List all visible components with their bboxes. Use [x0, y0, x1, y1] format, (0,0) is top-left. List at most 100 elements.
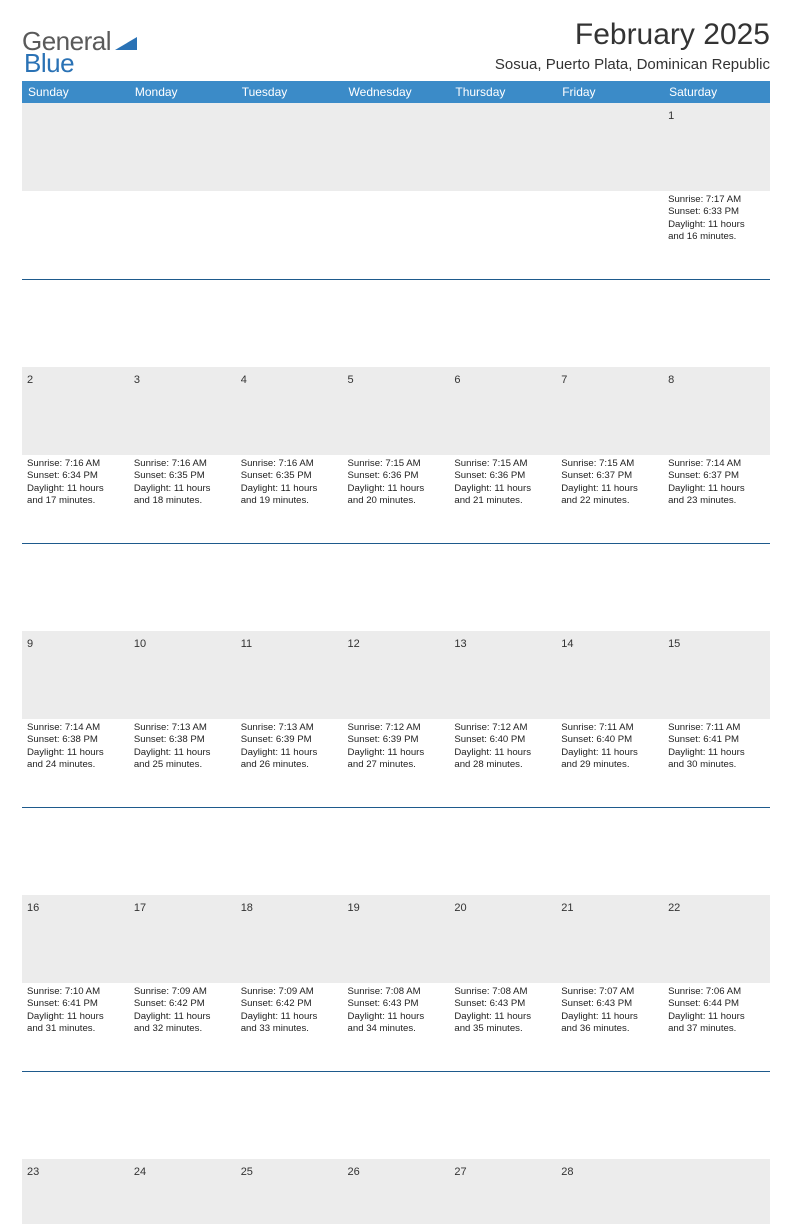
logo-triangle-icon — [115, 34, 137, 55]
daylight-line1: Daylight: 11 hours — [348, 1011, 445, 1023]
day-cell — [129, 191, 236, 279]
daylight-line2: and 27 minutes. — [348, 759, 445, 771]
day-number: 1 — [668, 110, 674, 122]
sunrise-line: Sunrise: 7:09 AM — [134, 986, 231, 998]
sunrise-line: Sunrise: 7:07 AM — [561, 986, 658, 998]
day-number: 14 — [561, 638, 573, 650]
day-cell — [22, 191, 129, 279]
sunrise-line: Sunrise: 7:06 AM — [668, 986, 765, 998]
sunset-line: Sunset: 6:35 PM — [241, 470, 338, 482]
sunset-line: Sunset: 6:36 PM — [348, 470, 445, 482]
sunset-line: Sunset: 6:33 PM — [668, 206, 765, 218]
daylight-line1: Daylight: 11 hours — [454, 747, 551, 759]
daynum-cell: 28 — [556, 1159, 663, 1224]
weekday-header: Sunday — [22, 81, 129, 103]
daynum-cell: 18 — [236, 895, 343, 983]
day-number: 8 — [668, 374, 674, 386]
daylight-line1: Daylight: 11 hours — [134, 483, 231, 495]
daylight-line1: Daylight: 11 hours — [668, 483, 765, 495]
daynum-cell: 21 — [556, 895, 663, 983]
daynum-cell: 17 — [129, 895, 236, 983]
weekday-header: Tuesday — [236, 81, 343, 103]
logo-text-blue: Blue — [24, 48, 74, 78]
daynum-cell: 9 — [22, 631, 129, 719]
daylight-line2: and 34 minutes. — [348, 1023, 445, 1035]
day-number: 10 — [134, 638, 146, 650]
day-number: 3 — [134, 374, 140, 386]
daynum-cell: 5 — [343, 367, 450, 455]
logo-blue-line: Blue — [24, 48, 74, 79]
day-cell: Sunrise: 7:13 AMSunset: 6:39 PMDaylight:… — [236, 719, 343, 807]
day-cell: Sunrise: 7:14 AMSunset: 6:37 PMDaylight:… — [663, 455, 770, 543]
sunrise-line: Sunrise: 7:13 AM — [241, 722, 338, 734]
sunrise-line: Sunrise: 7:15 AM — [561, 458, 658, 470]
day-cell: Sunrise: 7:08 AMSunset: 6:43 PMDaylight:… — [449, 983, 556, 1071]
daylight-line1: Daylight: 11 hours — [27, 747, 124, 759]
day-number: 5 — [348, 374, 354, 386]
day-number: 12 — [348, 638, 360, 650]
daynum-cell: 24 — [129, 1159, 236, 1224]
daylight-line1: Daylight: 11 hours — [241, 483, 338, 495]
week-divider — [22, 543, 770, 631]
week-divider — [22, 1071, 770, 1159]
weekday-header: Wednesday — [343, 81, 450, 103]
sunrise-line: Sunrise: 7:16 AM — [241, 458, 338, 470]
sunset-line: Sunset: 6:43 PM — [561, 998, 658, 1010]
daylight-line2: and 28 minutes. — [454, 759, 551, 771]
daylight-line1: Daylight: 11 hours — [561, 483, 658, 495]
day-number: 19 — [348, 902, 360, 914]
day-cell — [236, 191, 343, 279]
daylight-line1: Daylight: 11 hours — [241, 747, 338, 759]
daynum-row: 1 — [22, 103, 770, 191]
sunset-line: Sunset: 6:37 PM — [561, 470, 658, 482]
daynum-cell — [22, 103, 129, 191]
sunrise-line: Sunrise: 7:14 AM — [27, 722, 124, 734]
daylight-line2: and 31 minutes. — [27, 1023, 124, 1035]
day-number: 13 — [454, 638, 466, 650]
day-number: 20 — [454, 902, 466, 914]
sunrise-line: Sunrise: 7:12 AM — [348, 722, 445, 734]
daylight-line2: and 26 minutes. — [241, 759, 338, 771]
daynum-cell: 10 — [129, 631, 236, 719]
daylight-line1: Daylight: 11 hours — [454, 483, 551, 495]
sunset-line: Sunset: 6:40 PM — [561, 734, 658, 746]
daynum-row: 9101112131415 — [22, 631, 770, 719]
title-box: February 2025 Sosua, Puerto Plata, Domin… — [495, 18, 770, 73]
daylight-line2: and 22 minutes. — [561, 495, 658, 507]
day-cell: Sunrise: 7:17 AMSunset: 6:33 PMDaylight:… — [663, 191, 770, 279]
sunrise-line: Sunrise: 7:16 AM — [27, 458, 124, 470]
sunrise-line: Sunrise: 7:15 AM — [454, 458, 551, 470]
day-cell: Sunrise: 7:06 AMSunset: 6:44 PMDaylight:… — [663, 983, 770, 1071]
day-cell: Sunrise: 7:15 AMSunset: 6:37 PMDaylight:… — [556, 455, 663, 543]
daylight-line2: and 36 minutes. — [561, 1023, 658, 1035]
day-cell: Sunrise: 7:11 AMSunset: 6:41 PMDaylight:… — [663, 719, 770, 807]
day-cell — [343, 191, 450, 279]
sunrise-line: Sunrise: 7:12 AM — [454, 722, 551, 734]
sunrise-line: Sunrise: 7:11 AM — [668, 722, 765, 734]
daynum-cell: 19 — [343, 895, 450, 983]
day-cell: Sunrise: 7:08 AMSunset: 6:43 PMDaylight:… — [343, 983, 450, 1071]
day-number: 9 — [27, 638, 33, 650]
daylight-line2: and 32 minutes. — [134, 1023, 231, 1035]
daynum-row: 2345678 — [22, 367, 770, 455]
sunset-line: Sunset: 6:38 PM — [134, 734, 231, 746]
week-divider — [22, 279, 770, 367]
daylight-line2: and 24 minutes. — [27, 759, 124, 771]
day-number: 11 — [241, 638, 252, 650]
day-cell: Sunrise: 7:09 AMSunset: 6:42 PMDaylight:… — [236, 983, 343, 1071]
sunrise-line: Sunrise: 7:11 AM — [561, 722, 658, 734]
location: Sosua, Puerto Plata, Dominican Republic — [495, 56, 770, 73]
daynum-cell — [663, 1159, 770, 1224]
sunset-line: Sunset: 6:36 PM — [454, 470, 551, 482]
daynum-cell: 6 — [449, 367, 556, 455]
calendar-page: General February 2025 Sosua, Puerto Plat… — [0, 0, 792, 612]
day-cell: Sunrise: 7:16 AMSunset: 6:35 PMDaylight:… — [129, 455, 236, 543]
day-number: 16 — [27, 902, 39, 914]
daynum-cell: 8 — [663, 367, 770, 455]
day-cell — [556, 191, 663, 279]
daynum-cell: 12 — [343, 631, 450, 719]
day-number: 28 — [561, 1166, 573, 1178]
sunrise-line: Sunrise: 7:08 AM — [454, 986, 551, 998]
day-cell: Sunrise: 7:16 AMSunset: 6:35 PMDaylight:… — [236, 455, 343, 543]
daylight-line1: Daylight: 11 hours — [668, 219, 765, 231]
